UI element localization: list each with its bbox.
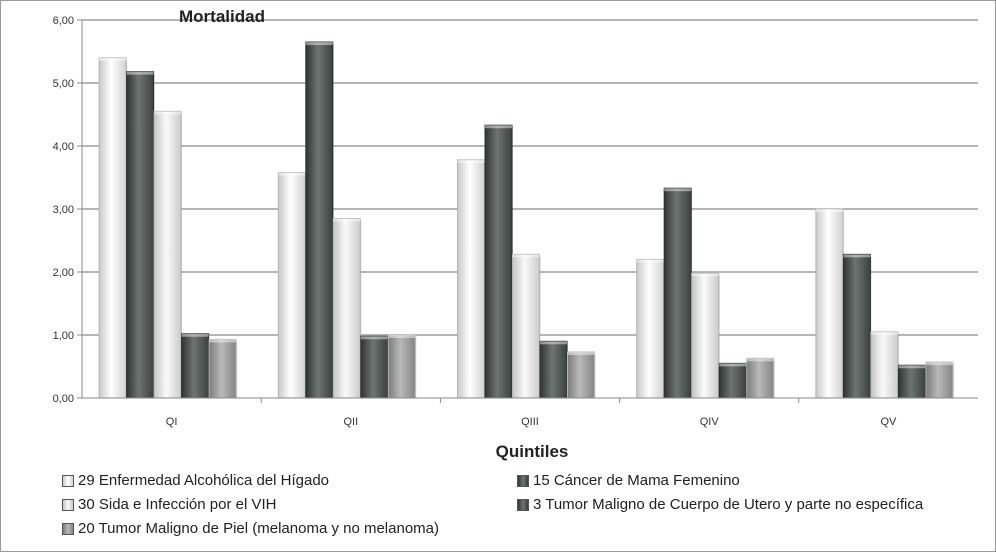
bar <box>842 253 871 399</box>
bar <box>126 71 155 399</box>
bar <box>512 253 540 399</box>
bar-highlight <box>815 209 843 212</box>
bar-highlight <box>388 335 416 338</box>
bar <box>457 159 485 399</box>
bar <box>153 110 182 399</box>
bar-highlight <box>898 365 926 369</box>
bar <box>815 208 844 399</box>
bar-highlight <box>746 358 774 362</box>
bar-highlight <box>485 125 512 129</box>
x-tick-label: QIV <box>700 416 720 428</box>
x-tick-label: QIII <box>521 416 539 428</box>
bar-highlight <box>540 341 567 345</box>
x-tick-label: QV <box>880 416 897 428</box>
bar-highlight <box>843 254 871 258</box>
bar <box>897 364 926 399</box>
bar-highlight <box>209 339 237 343</box>
chart-title: Mortalidad <box>179 7 265 26</box>
bar <box>98 57 127 399</box>
bar <box>484 124 513 399</box>
bar <box>870 331 899 399</box>
bar-highlight <box>719 363 747 367</box>
bar <box>208 338 237 399</box>
bar-highlight <box>925 362 953 366</box>
bar-highlight <box>457 159 485 163</box>
bar <box>636 258 665 399</box>
bar <box>567 351 595 399</box>
bar <box>360 335 389 399</box>
bar-highlight <box>636 259 664 263</box>
bar <box>925 361 954 399</box>
y-tick-label: 0,00 <box>53 393 74 405</box>
bars <box>98 41 954 399</box>
bar-highlight <box>278 172 306 176</box>
bar-highlight <box>360 336 388 340</box>
bar <box>277 171 306 399</box>
bar <box>387 334 416 399</box>
x-axis-title: Quintiles <box>496 442 569 461</box>
bar-highlight <box>181 333 209 337</box>
y-tick-label: 1,00 <box>53 330 74 342</box>
x-tick-label: QII <box>343 416 358 428</box>
bar-highlight <box>664 188 692 192</box>
bar <box>746 357 775 399</box>
y-axis-ticks: 0,00 1,00 2,00 3,00 4,00 5,00 6,00 <box>53 15 82 405</box>
y-tick-label: 3,00 <box>53 204 74 216</box>
y-tick-label: 6,00 <box>53 15 74 27</box>
bar-highlight <box>154 111 182 115</box>
bar <box>305 41 334 399</box>
bar-highlight <box>305 42 333 46</box>
bar-highlight <box>567 352 595 356</box>
bar <box>663 187 692 399</box>
x-axis-ticks: QI QII QIII QIV QV <box>166 398 897 428</box>
x-tick-label: QI <box>166 416 178 428</box>
bar <box>539 340 568 399</box>
bar <box>718 362 747 399</box>
bar-highlight <box>870 331 898 335</box>
bar-highlight <box>512 254 540 258</box>
bar-highlight <box>126 71 154 75</box>
y-tick-label: 5,00 <box>53 78 74 90</box>
bar-highlight <box>691 273 719 277</box>
y-tick-label: 4,00 <box>53 141 74 153</box>
bar-highlight <box>99 57 127 61</box>
y-tick-label: 2,00 <box>53 267 74 279</box>
bar <box>332 217 361 399</box>
bar-highlight <box>333 218 361 222</box>
bar <box>691 272 720 399</box>
bar <box>181 333 210 399</box>
